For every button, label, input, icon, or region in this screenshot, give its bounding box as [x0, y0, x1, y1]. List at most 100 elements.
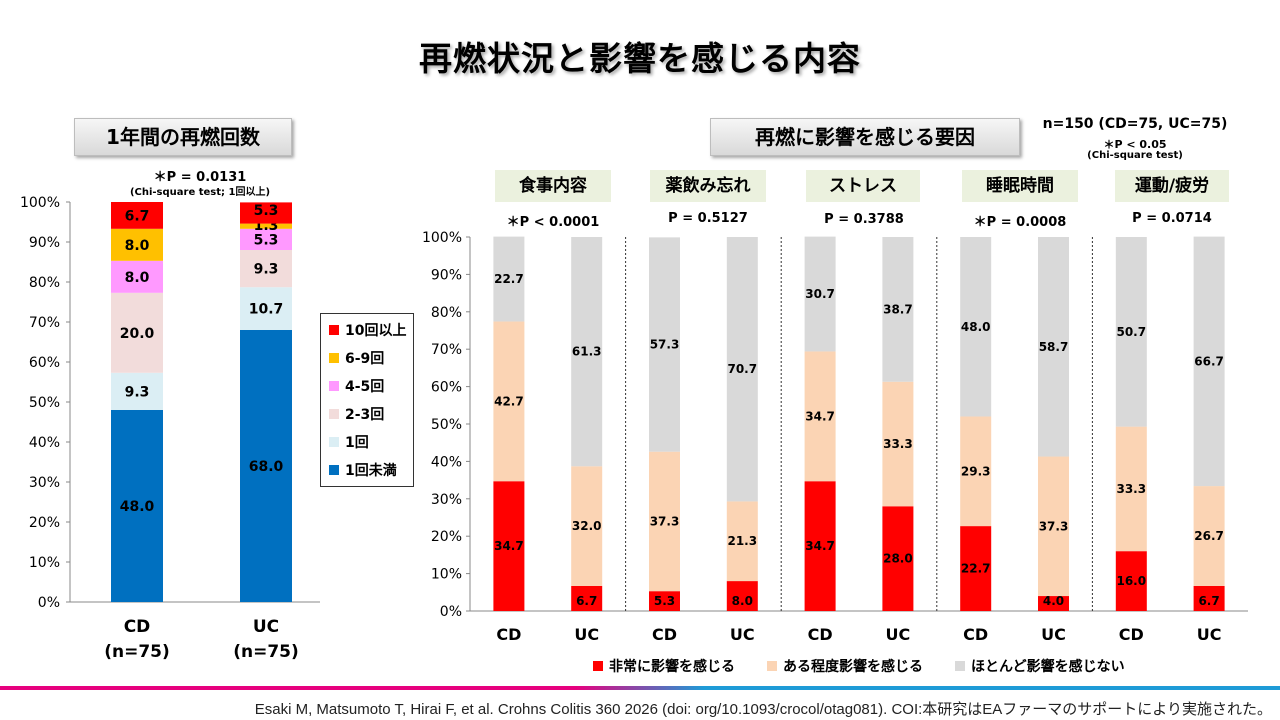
data-label: 6.7 — [1198, 594, 1219, 608]
bar-segment — [960, 237, 992, 417]
data-label: 34.7 — [805, 539, 835, 553]
group-label-diet: 食事内容 — [495, 170, 611, 202]
data-label: 50.7 — [1116, 325, 1146, 339]
data-label: 57.3 — [650, 338, 680, 352]
group-pvalue-stress: P = 0.3788 — [824, 212, 904, 227]
data-label: 28.0 — [883, 552, 913, 566]
legend-swatch — [767, 661, 777, 671]
data-label: 48.0 — [120, 499, 155, 515]
y-tick-label: 20% — [431, 529, 462, 545]
data-label: 26.7 — [1194, 529, 1224, 543]
bar-segment — [1115, 551, 1147, 611]
x-category-label: CD — [124, 617, 151, 637]
bar-segment — [804, 236, 836, 352]
bar-segment — [1193, 486, 1225, 586]
data-label: 6.7 — [576, 594, 597, 608]
data-label: 22.7 — [961, 562, 991, 576]
left-legend: 10回以上 6-9回 4-5回 2-3回 1回 1回未満 — [320, 313, 414, 487]
data-label: 37.3 — [650, 514, 680, 528]
legend-swatch — [329, 381, 339, 391]
legend-swatch — [329, 325, 339, 335]
bar-segment — [111, 202, 163, 229]
x-category-label: UC — [253, 617, 279, 637]
bar-segment — [1193, 585, 1225, 611]
x-category-label: CD — [963, 625, 988, 644]
legend-label: ある程度影響を感じる — [783, 659, 923, 675]
bar-segment — [726, 581, 758, 611]
y-tick-label: 40% — [29, 435, 60, 451]
y-tick-label: 60% — [29, 355, 60, 371]
legend-item-4-5: 4-5回 — [329, 378, 384, 396]
data-label: 6.7 — [125, 208, 150, 224]
data-label: 33.3 — [1116, 482, 1146, 496]
bar-segment — [111, 372, 163, 410]
y-tick-label: 90% — [29, 235, 60, 251]
y-tick-label: 90% — [431, 267, 462, 283]
x-category-label: UC — [1197, 625, 1222, 644]
left-pvalue: ＊P = 0.0131 — [153, 170, 247, 185]
data-label: 9.3 — [125, 384, 150, 400]
legend-swatch — [329, 409, 339, 419]
bar-segment — [493, 321, 525, 482]
legend-item-less-than-1: 1回未満 — [329, 462, 397, 480]
legend-label: ほとんど影響を感じない — [971, 659, 1125, 675]
legend-item-little: ほとんど影響を感じない — [955, 656, 1125, 676]
bar-segment — [1038, 596, 1069, 611]
x-category-label: CD — [1119, 625, 1144, 644]
y-tick-label: 100% — [422, 230, 462, 246]
x-category-label: UC — [730, 625, 755, 644]
footer-divider — [0, 686, 1280, 690]
y-tick-label: 20% — [29, 515, 60, 531]
group-label-exercise: 運動/疲労 — [1115, 170, 1229, 202]
legend-label: 4-5回 — [345, 379, 385, 395]
y-tick-label: 70% — [431, 342, 462, 358]
x-category-label: CD — [496, 625, 521, 644]
group-pvalue-sleep: ＊P = 0.0008 — [973, 215, 1067, 230]
bar-segment — [649, 591, 680, 611]
x-category-label: UC — [886, 625, 911, 644]
bar-segment — [493, 236, 525, 322]
legend-swatch — [329, 437, 339, 447]
bar-segment — [111, 292, 163, 373]
bar-segment — [804, 351, 836, 482]
data-label: 20.0 — [120, 326, 155, 342]
y-tick-label: 0% — [38, 595, 60, 611]
bar-segment — [960, 526, 992, 611]
y-tick-label: 80% — [29, 275, 60, 291]
bar-segment — [111, 228, 163, 261]
bar-segment — [240, 223, 292, 229]
y-tick-label: 30% — [431, 492, 462, 508]
legend-label: 1回 — [345, 435, 369, 451]
legend-swatch — [593, 661, 603, 671]
bar-segment — [111, 260, 163, 293]
group-label-stress: ストレス — [806, 170, 920, 202]
bar-segment — [240, 228, 292, 250]
data-label: 8.0 — [125, 238, 150, 254]
x-category-note: (n=75) — [233, 642, 299, 662]
left-panel-title: 1年間の再燃回数 — [74, 118, 292, 156]
legend-item-6-9: 6-9回 — [329, 350, 384, 368]
y-tick-label: 80% — [431, 305, 462, 321]
x-category-label: CD — [652, 625, 677, 644]
bar-segment — [1115, 426, 1147, 552]
legend-label: 1回未満 — [345, 463, 397, 479]
bar-segment — [882, 506, 914, 611]
recurrence-frequency-chart: 0% 10% 20% 30% 40% 50% 60% 70% 80% 90% 100% 48.0 9.3… — [20, 195, 320, 662]
data-label: 5.3 — [254, 203, 279, 219]
y-tick-label: 10% — [29, 555, 60, 571]
bar-segment — [240, 250, 292, 288]
legend-label: 2-3回 — [345, 407, 385, 423]
legend-swatch — [329, 465, 339, 475]
bar-segment — [726, 237, 758, 502]
data-label: 34.7 — [805, 409, 835, 423]
right-panel-title: 再燃に影響を感じる要因 — [710, 118, 1020, 156]
group-label-sleep: 睡眠時間 — [962, 170, 1078, 202]
y-tick-label: 10% — [431, 567, 462, 583]
data-label: 34.7 — [494, 539, 524, 553]
group-pvalue-diet: ＊P < 0.0001 — [506, 215, 600, 230]
bar-segment — [1193, 236, 1225, 487]
bar-segment — [1115, 237, 1147, 427]
bar-segment — [1038, 456, 1069, 597]
data-label: 30.7 — [805, 287, 835, 301]
bar-segment — [649, 237, 680, 452]
